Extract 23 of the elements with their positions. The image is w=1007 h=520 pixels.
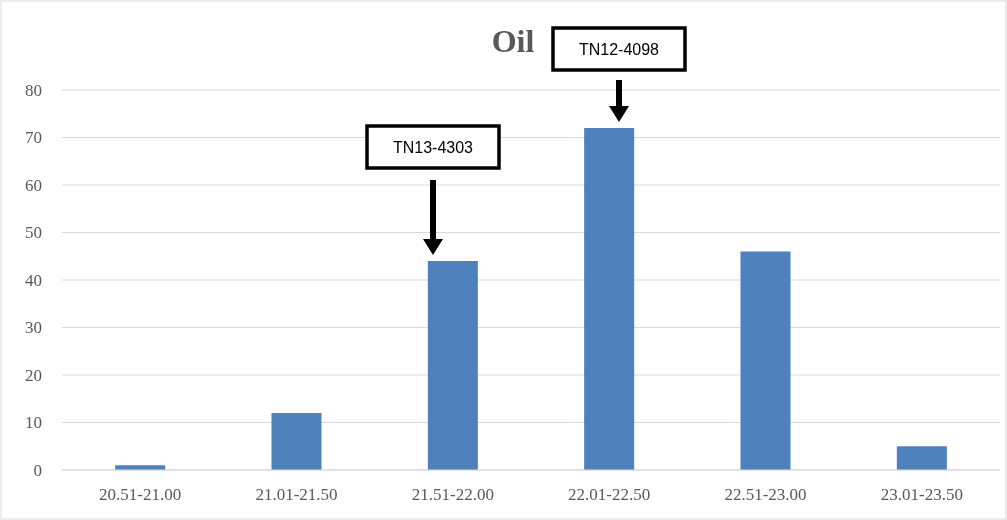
y-tick-label: 30 <box>25 318 42 338</box>
bar <box>427 261 478 470</box>
bar <box>740 251 791 470</box>
y-tick-label: 10 <box>25 413 42 433</box>
x-tick-label: 22.01-22.50 <box>568 485 651 504</box>
x-tick-label: 21.51-22.00 <box>411 485 494 504</box>
y-tick-label: 60 <box>25 175 42 195</box>
x-tick-label: 22.51-23.00 <box>724 485 807 504</box>
bar <box>271 413 322 470</box>
text: TN12-4098 <box>578 40 660 58</box>
y-tick-label: 20 <box>25 365 42 385</box>
bar <box>896 446 947 470</box>
annotation: TN13-4303 <box>392 138 474 156</box>
y-tick-label: 80 <box>25 80 42 100</box>
x-tick-label: 23.01-23.50 <box>880 485 963 504</box>
y-tick-label: 40 <box>25 270 42 290</box>
y-tick-label: 0 <box>33 460 42 480</box>
y-tick-label: 70 <box>25 128 42 148</box>
chart-title: Oil <box>491 23 535 59</box>
x-tick-label: 21.01-21.50 <box>255 485 338 504</box>
bar <box>584 128 635 470</box>
y-tick-label: 50 <box>25 223 42 243</box>
x-tick-label: 20.51-21.00 <box>99 485 182 504</box>
